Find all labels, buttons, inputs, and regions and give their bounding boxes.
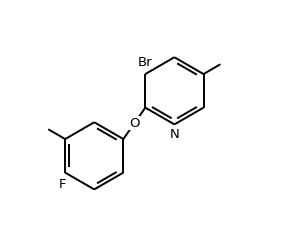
Text: O: O: [129, 117, 140, 130]
Text: F: F: [59, 178, 67, 191]
Text: N: N: [170, 128, 179, 141]
Text: Br: Br: [138, 56, 153, 69]
